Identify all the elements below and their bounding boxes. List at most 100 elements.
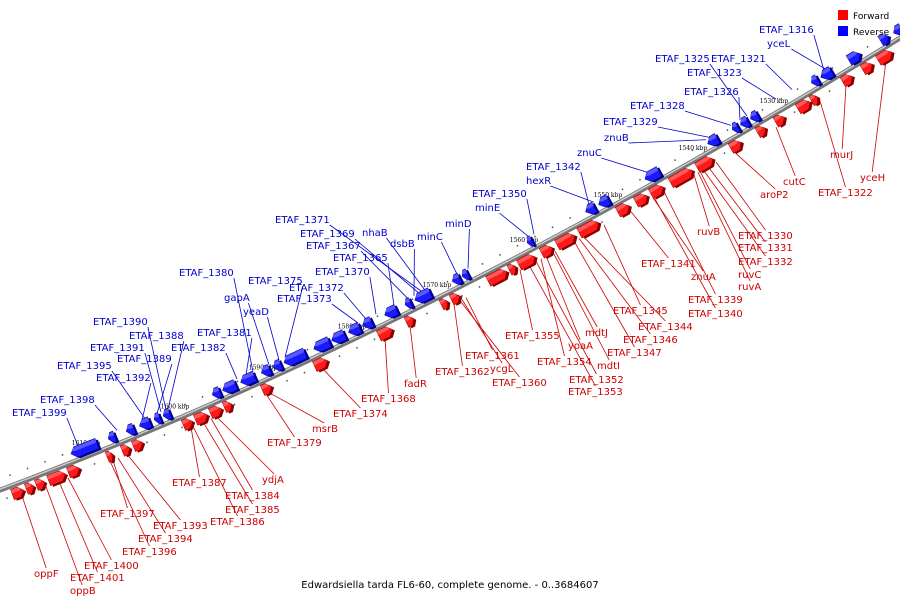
leader-line	[117, 457, 166, 534]
reverse-gene-label: ETAF_1365	[333, 253, 388, 264]
leader-line	[813, 34, 825, 71]
leader-line	[167, 340, 185, 410]
reverse-gene-label: ETAF_1382	[171, 343, 226, 354]
reverse-gene-label: dsbB	[390, 239, 415, 250]
leader-line	[268, 392, 325, 424]
forward-gene-label: ETAF_1344	[638, 322, 693, 333]
reverse-gene-label: ETAF_1395	[57, 361, 112, 372]
reverse-gene-arrow	[239, 370, 260, 387]
reverse-genes	[69, 23, 900, 459]
leader-line	[499, 212, 530, 238]
forward-gene-arrow	[808, 94, 821, 107]
forward-gene-arrow	[632, 193, 650, 208]
reverse-gene-arrow	[643, 166, 665, 183]
leader-line	[707, 166, 766, 243]
leader-line	[384, 337, 389, 394]
reverse-gene-arrow	[739, 115, 753, 129]
reverse-gene-arrow	[892, 23, 900, 36]
legend: Forward Reverse	[838, 10, 890, 38]
leader-line	[733, 151, 776, 190]
forward-gene-arrow	[506, 263, 519, 276]
leader-line	[603, 224, 641, 306]
reverse-gene-label: ETAF_1388	[129, 331, 184, 342]
forward-gene-label: aroP2	[760, 190, 789, 201]
forward-gene-label: ETAF_1379	[267, 438, 322, 449]
scale-tick-label: 1540 kbp	[679, 145, 708, 152]
forward-gene-label: ETAF_1397	[100, 509, 155, 520]
forward-gene-arrow	[23, 482, 37, 496]
forward-gene-label: ETAF_1384	[225, 491, 280, 502]
reverse-gene-arrow	[162, 407, 175, 421]
reverse-gene-label: ETAF_1316	[759, 25, 814, 36]
reverse-gene-label: minC	[417, 232, 443, 243]
leader-line	[465, 297, 493, 351]
reverse-gene-label: znuC	[577, 148, 602, 159]
leader-line	[284, 285, 304, 358]
leader-line	[215, 415, 275, 475]
forward-gene-label: ETAF_1347	[607, 348, 662, 359]
forward-gene-label: znuA	[691, 272, 716, 283]
leader-line	[535, 261, 597, 375]
leader-line	[552, 252, 610, 361]
forward-gene-label: ruvB	[697, 227, 720, 238]
reverse-gene-label: ETAF_1321	[711, 54, 766, 65]
leader-line	[329, 224, 423, 293]
forward-gene-label: ETAF_1345	[613, 306, 668, 317]
scale-tick-label: 1600 kbp	[161, 403, 190, 410]
reverse-gene-arrow	[403, 297, 416, 310]
forward-gene-label: mdtJ	[585, 328, 608, 339]
leader-line	[573, 240, 635, 348]
forward-gene-arrow	[403, 315, 417, 329]
reverse-gene-label: hexR	[526, 176, 551, 187]
forward-gene-arrow	[538, 244, 556, 259]
leader-line	[387, 262, 395, 306]
reverse-gene-arrow	[312, 336, 335, 353]
forward-gene-label: ETAF_1360	[492, 378, 547, 389]
reverse-gene-label: ETAF_1391	[90, 343, 145, 354]
leader-line	[21, 495, 47, 569]
forward-gene-arrow	[485, 268, 510, 287]
forward-gene-label: oppF	[34, 569, 59, 580]
forward-gene-label: ETAF_1386	[210, 517, 265, 528]
reverse-gene-label: minD	[445, 219, 472, 230]
forward-gene-label: ETAF_1368	[361, 394, 416, 405]
forward-gene-label: ETAF_1394	[138, 534, 193, 545]
reverse-gene-arrow	[413, 287, 436, 304]
forward-gene-arrow	[376, 326, 395, 342]
leader-line	[369, 276, 377, 315]
leader-line	[765, 63, 793, 90]
forward-gene-label: ycgL	[490, 364, 514, 375]
forward-gene-label: murJ	[830, 150, 853, 161]
forward-gene-arrow	[754, 125, 769, 139]
reverse-gene-arrow	[347, 322, 365, 337]
leader-line	[601, 157, 649, 173]
reverse-gene-label: ETAF_1369	[300, 229, 355, 240]
leader-line	[360, 250, 409, 299]
forward-gene-label: ETAF_1340	[688, 309, 743, 320]
reverse-gene-label: ETAF_1392	[96, 373, 151, 384]
forward-gene-arrow	[772, 114, 788, 128]
legend-forward-swatch	[838, 10, 848, 20]
reverse-gene-label: ETAF_1370	[315, 267, 370, 278]
leader-line	[582, 235, 666, 322]
forward-gene-arrow	[66, 464, 83, 480]
leader-line	[245, 337, 253, 376]
leader-line	[545, 255, 581, 341]
forward-genes	[10, 49, 895, 501]
leader-line	[58, 481, 98, 573]
reverse-gene-label: nhaB	[362, 228, 388, 239]
forward-gene-label: ruvC	[738, 270, 761, 281]
leader-line	[144, 352, 162, 413]
leader-line	[702, 169, 766, 257]
forward-gene-arrow	[104, 450, 116, 464]
reverse-gene-arrow	[809, 74, 824, 87]
forward-gene-arrow	[180, 418, 196, 432]
leader-line	[526, 198, 535, 235]
forward-gene-label: ETAF_1330	[738, 231, 793, 242]
reverse-gene-label: ETAF_1371	[275, 215, 330, 226]
forward-gene-label: ETAF_1354	[537, 357, 592, 368]
leader-line	[331, 303, 359, 324]
leader-line	[225, 352, 238, 380]
leader-line	[554, 251, 598, 328]
reverse-gene-arrow	[730, 121, 744, 134]
